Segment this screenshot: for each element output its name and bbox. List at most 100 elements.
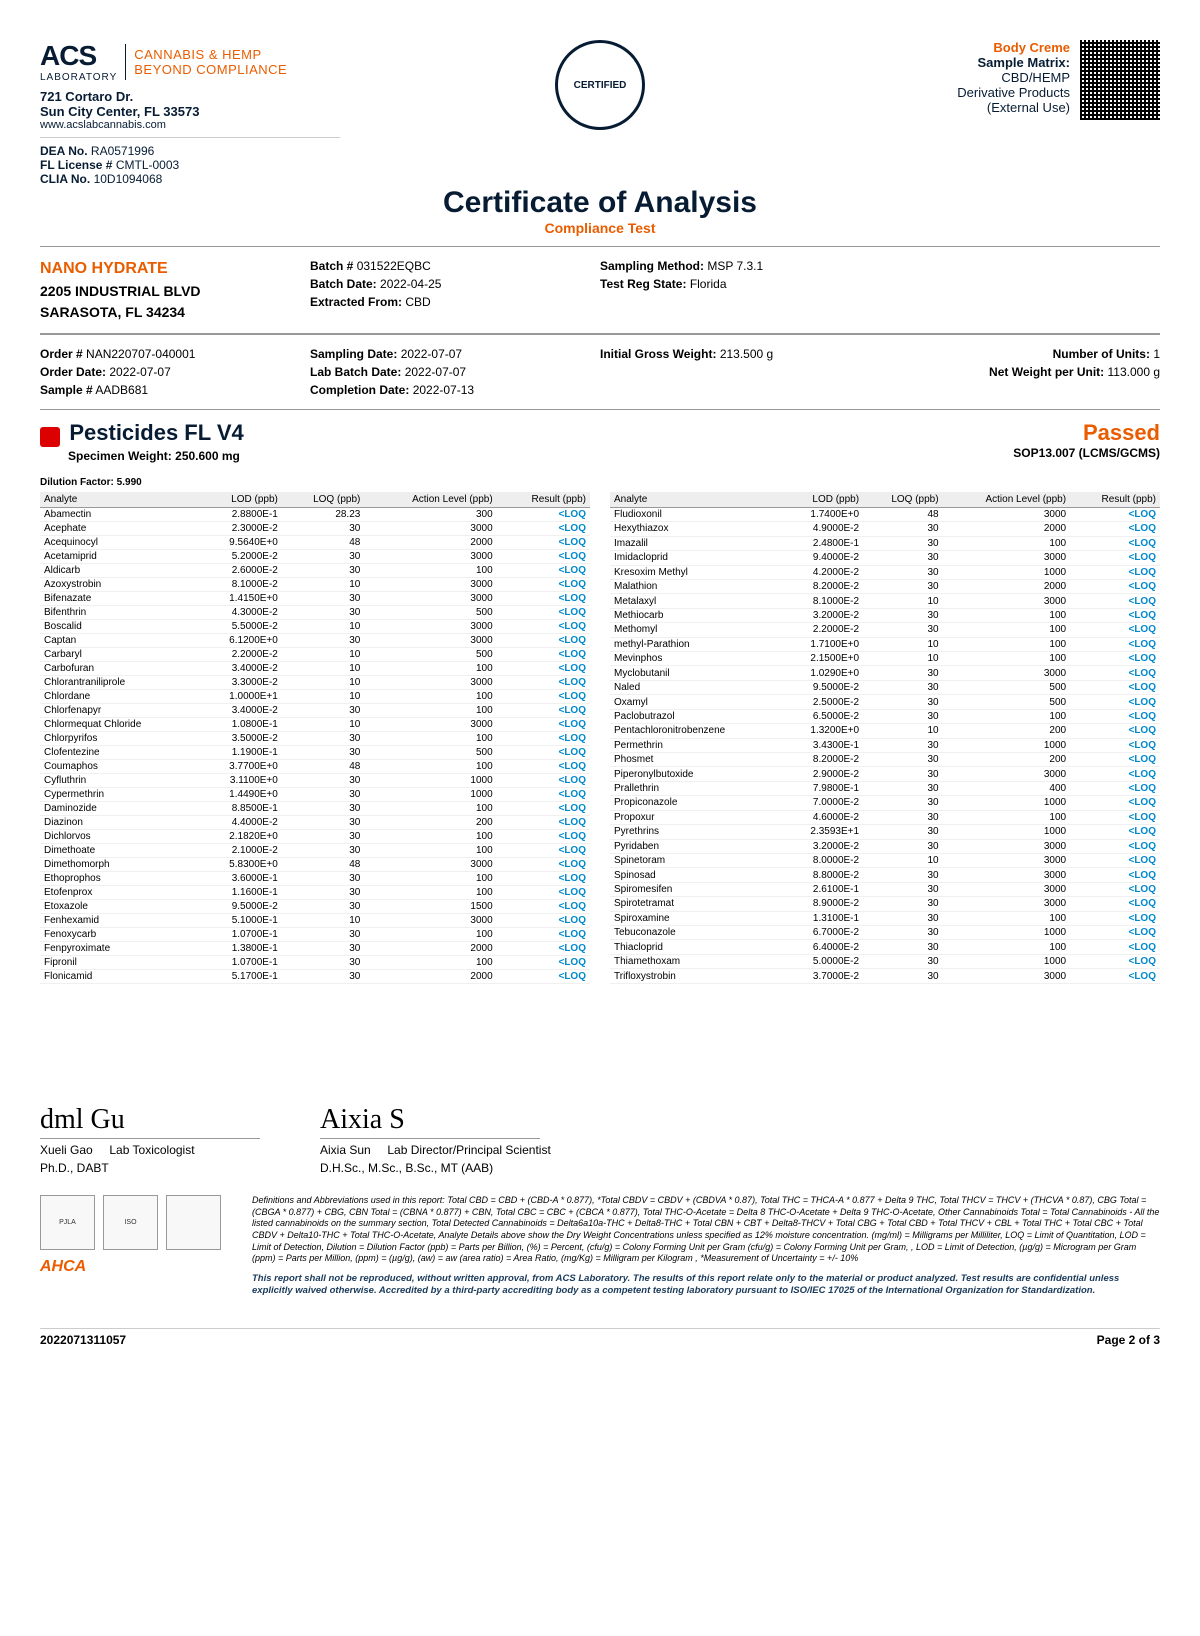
table-cell: 30 bbox=[282, 955, 365, 969]
table-cell: 5.8300E+0 bbox=[197, 857, 282, 871]
table-cell: 2.3593E+1 bbox=[782, 825, 864, 839]
table-cell: <LOQ bbox=[497, 535, 590, 549]
table-cell: 8.9000E-2 bbox=[782, 897, 864, 911]
table-cell: 3000 bbox=[943, 594, 1071, 608]
table-cell: Captan bbox=[40, 633, 197, 647]
table-cell: 30 bbox=[863, 882, 943, 896]
pesticides-icon bbox=[40, 427, 60, 447]
table-cell: <LOQ bbox=[497, 759, 590, 773]
table-col-header: Analyte bbox=[610, 492, 782, 508]
table-row: Spirotetramat8.9000E-2303000<LOQ bbox=[610, 897, 1160, 911]
table-cell: <LOQ bbox=[497, 549, 590, 563]
table-row: Metalaxyl8.1000E-2103000<LOQ bbox=[610, 594, 1160, 608]
sig2-name: Aixia Sun bbox=[320, 1143, 371, 1157]
table-cell: Spinosad bbox=[610, 868, 782, 882]
table-cell: 30 bbox=[863, 926, 943, 940]
table-cell: 4.3000E-2 bbox=[197, 605, 282, 619]
table-cell: <LOQ bbox=[497, 843, 590, 857]
table-cell: <LOQ bbox=[1070, 652, 1160, 666]
table-cell: 8.2000E-2 bbox=[782, 579, 864, 593]
units-val: 1 bbox=[1153, 347, 1160, 361]
table-cell: 30 bbox=[282, 815, 365, 829]
table-cell: <LOQ bbox=[497, 689, 590, 703]
table-cell: 100 bbox=[364, 829, 496, 843]
table-cell: 30 bbox=[282, 829, 365, 843]
table-cell: 30 bbox=[863, 522, 943, 536]
table-cell: 100 bbox=[943, 536, 1071, 550]
table-cell: 6.5000E-2 bbox=[782, 709, 864, 723]
table-cell: 3000 bbox=[364, 717, 496, 731]
lab-address2: Sun City Center, FL 33573 bbox=[40, 104, 340, 119]
table-cell: 2.3000E-2 bbox=[197, 521, 282, 535]
table-cell: 10 bbox=[863, 637, 943, 651]
table-cell: <LOQ bbox=[497, 941, 590, 955]
table-cell: 1.0700E-1 bbox=[197, 955, 282, 969]
table-cell: 3000 bbox=[943, 507, 1071, 521]
lab-logo: ACS LABORATORY CANNABIS & HEMP BEYOND CO… bbox=[40, 40, 340, 83]
order-date-label: Order Date: bbox=[40, 365, 106, 379]
table-cell: 10 bbox=[282, 689, 365, 703]
table-cell: 1.0290E+0 bbox=[782, 666, 864, 680]
table-cell: 30 bbox=[863, 565, 943, 579]
table-cell: 3.1100E+0 bbox=[197, 773, 282, 787]
table-cell: Etofenprox bbox=[40, 885, 197, 899]
table-row: Tebuconazole6.7000E-2301000<LOQ bbox=[610, 926, 1160, 940]
order-date: 2022-07-07 bbox=[109, 365, 170, 379]
table-cell: 1.4490E+0 bbox=[197, 787, 282, 801]
table-cell: 2.5000E-2 bbox=[782, 695, 864, 709]
matrix3: (External Use) bbox=[957, 100, 1070, 115]
specimen-line: Specimen Weight: 250.600 mg bbox=[68, 449, 244, 463]
table-cell: 3000 bbox=[943, 839, 1071, 853]
table-cell: 400 bbox=[943, 781, 1071, 795]
table-cell: <LOQ bbox=[1070, 724, 1160, 738]
table-row: Propoxur4.6000E-230100<LOQ bbox=[610, 810, 1160, 824]
table-cell: <LOQ bbox=[1070, 565, 1160, 579]
table-cell: 10 bbox=[282, 717, 365, 731]
table-cell: Fipronil bbox=[40, 955, 197, 969]
table-col-header: Analyte bbox=[40, 492, 197, 508]
matrix1: CBD/HEMP bbox=[957, 70, 1070, 85]
table-row: Naled9.5000E-230500<LOQ bbox=[610, 680, 1160, 694]
table-cell: 1000 bbox=[364, 787, 496, 801]
table-cell: <LOQ bbox=[497, 913, 590, 927]
table-cell: 100 bbox=[364, 801, 496, 815]
disclaimer-text: This report shall not be reproduced, wit… bbox=[252, 1273, 1160, 1298]
test-title: Pesticides FL V4 bbox=[69, 420, 243, 445]
table-cell: 30 bbox=[282, 941, 365, 955]
table-head-row: AnalyteLOD (ppb)LOQ (ppb)Action Level (p… bbox=[610, 492, 1160, 508]
table-cell: 100 bbox=[364, 689, 496, 703]
table-row: Imidacloprid9.4000E-2303000<LOQ bbox=[610, 551, 1160, 565]
gross-label: Initial Gross Weight: bbox=[600, 347, 716, 361]
table-col-header: LOQ (ppb) bbox=[863, 492, 943, 508]
units-label: Number of Units: bbox=[1053, 347, 1150, 361]
table-row: Thiamethoxam5.0000E-2301000<LOQ bbox=[610, 954, 1160, 968]
table-row: Mevinphos2.1500E+010100<LOQ bbox=[610, 652, 1160, 666]
table-cell: 9.4000E-2 bbox=[782, 551, 864, 565]
table-cell: 100 bbox=[364, 885, 496, 899]
table-cell: 1000 bbox=[364, 773, 496, 787]
table-cell: Trifloxystrobin bbox=[610, 969, 782, 984]
table-cell: <LOQ bbox=[497, 703, 590, 717]
table-cell: 3000 bbox=[364, 549, 496, 563]
table-cell: Thiamethoxam bbox=[610, 954, 782, 968]
accred-badge-icon bbox=[166, 1195, 221, 1250]
table-cell: 30 bbox=[863, 954, 943, 968]
table-cell: Myclobutanil bbox=[610, 666, 782, 680]
batch-block: Batch # 031522EQBC Batch Date: 2022-04-2… bbox=[310, 253, 580, 327]
table-cell: <LOQ bbox=[1070, 940, 1160, 954]
table-row: Methomyl2.2000E-230100<LOQ bbox=[610, 623, 1160, 637]
table-cell: <LOQ bbox=[497, 521, 590, 535]
specimen-val: 250.600 mg bbox=[175, 449, 240, 463]
table-cell: 30 bbox=[863, 781, 943, 795]
table-cell: <LOQ bbox=[1070, 709, 1160, 723]
table-cell: 30 bbox=[282, 843, 365, 857]
table-cell: 100 bbox=[943, 911, 1071, 925]
signatures: dml Gu Xueli Gao Lab Toxicologist Ph.D.,… bbox=[40, 1104, 1160, 1175]
table-cell: 4.9000E-2 bbox=[782, 522, 864, 536]
table-cell: 2.2000E-2 bbox=[197, 647, 282, 661]
fl-label: FL License # bbox=[40, 158, 112, 172]
table-cell: <LOQ bbox=[1070, 767, 1160, 781]
table-cell: Methiocarb bbox=[610, 608, 782, 622]
table-row: Chlorantraniliprole3.3000E-2103000<LOQ bbox=[40, 675, 590, 689]
table-row: Bifenthrin4.3000E-230500<LOQ bbox=[40, 605, 590, 619]
